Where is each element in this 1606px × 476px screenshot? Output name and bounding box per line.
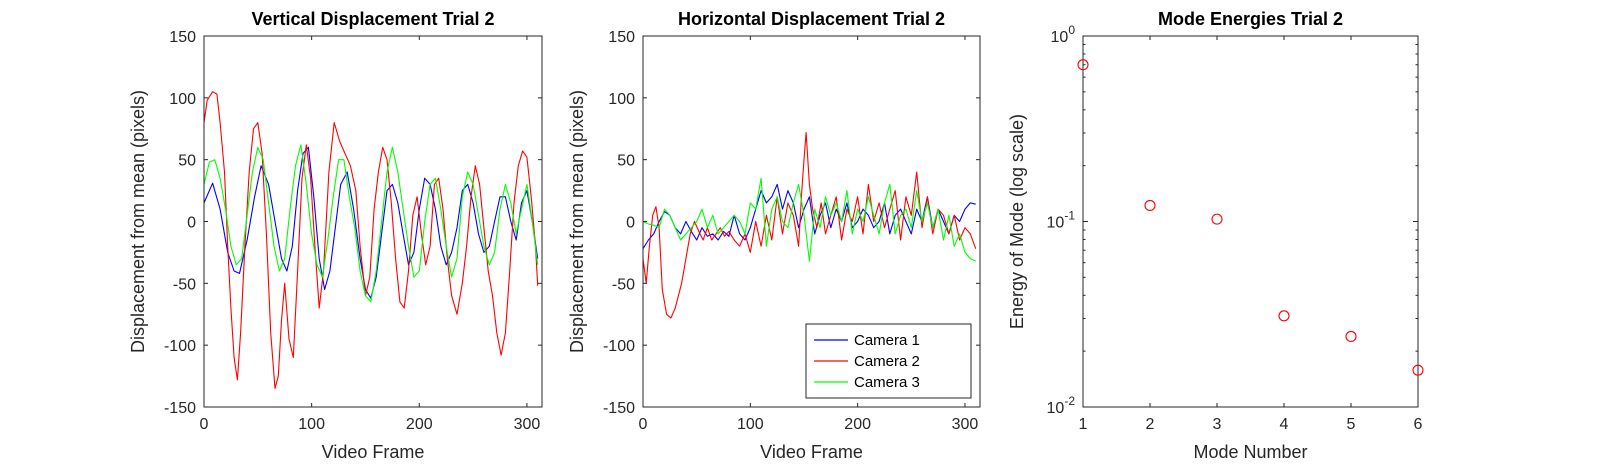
y-tick-label: -50 [173,276,196,293]
y-tick-label: 150 [608,29,635,46]
y-tick-label: 50 [178,153,196,170]
legend-entry-camera-1: Camera 1 [854,332,920,349]
x-tick-label: 6 [1414,416,1423,433]
chart-title: Vertical Displacement Trial 2 [251,9,494,29]
chart-title: Mode Energies Trial 2 [1158,9,1343,29]
y-tick-label: 100 [169,91,196,108]
y-tick-label: 100 [608,91,635,108]
x-tick-label: 100 [298,416,325,433]
y-axis-label: Displacement from mean (pixels) [128,90,148,353]
y-tick-label: 50 [617,153,635,170]
legend-entry-camera-2: Camera 2 [854,353,920,370]
x-tick-label: 3 [1213,416,1222,433]
series-line-camera-2 [642,131,977,319]
y-tick-exponent: 0 [1068,23,1075,37]
y-tick-exponent: -2 [1064,394,1075,408]
x-tick-label: 200 [844,416,871,433]
y-tick-label: -50 [612,276,635,293]
x-tick-label: 2 [1146,416,1155,433]
y-tick-label: 10-2 [1047,394,1076,417]
y-tick-label: -150 [603,400,635,417]
y-axis-label: Displacement from mean (pixels) [567,90,587,353]
horizontal-displacement-chart: Horizontal Displacement Trial 2 Video Fr… [567,9,981,462]
x-tick-label: 200 [406,416,433,433]
mode-energies-chart: Mode Energies Trial 2 Mode Number Energy… [1007,9,1424,462]
x-tick-label: 0 [200,416,209,433]
x-tick-label: 4 [1280,416,1289,433]
y-tick-label: -150 [164,400,196,417]
data-point-mode-5 [1345,330,1357,343]
y-tick-label: 0 [626,215,635,232]
y-tick-label: 150 [169,29,196,46]
y-tick-base: 10 [1047,400,1065,417]
y-tick-label: 10-1 [1047,209,1076,232]
chart-title: Horizontal Displacement Trial 2 [678,9,945,29]
series-line-camera-3 [203,144,539,303]
y-tick-label: -100 [603,338,635,355]
series-line-camera-2 [203,91,539,389]
data-point-mode-3 [1211,213,1223,225]
data-point-mode-1 [1077,59,1089,71]
series-group [642,131,977,319]
x-tick-label: 100 [737,416,764,433]
x-axis-label: Mode Number [1193,442,1307,462]
y-tick-base: 10 [1051,29,1069,46]
legend-entry-camera-3: Camera 3 [854,374,920,391]
series-points [1077,59,1424,376]
data-point-mode-6 [1412,364,1424,376]
legend: Camera 1 Camera 2 Camera 3 [805,323,972,399]
data-point-mode-2 [1144,199,1156,212]
y-tick-label: 0 [187,215,196,232]
x-tick-label: 5 [1347,416,1356,433]
x-axis-label: Video Frame [760,442,863,462]
data-point-mode-4 [1278,310,1290,322]
x-tick-label: 1 [1079,416,1088,433]
y-tick-exponent: -1 [1064,209,1075,223]
plot-area [1082,35,1419,408]
y-axis-label: Energy of Mode (log scale) [1007,114,1027,329]
series-line-camera-1 [642,183,976,249]
series-group [203,91,539,389]
series-line-camera-3 [642,177,976,262]
y-tick-base: 10 [1047,215,1065,232]
x-tick-label: 300 [952,416,979,433]
x-axis-label: Video Frame [322,442,425,462]
vertical-displacement-chart: Vertical Displacement Trial 2 Video Fram… [128,9,543,462]
series-line-camera-1 [203,146,539,299]
y-tick-label: 100 [1051,23,1076,46]
x-tick-label: 0 [639,416,648,433]
x-tick-label: 300 [514,416,541,433]
y-tick-label: -100 [164,338,196,355]
